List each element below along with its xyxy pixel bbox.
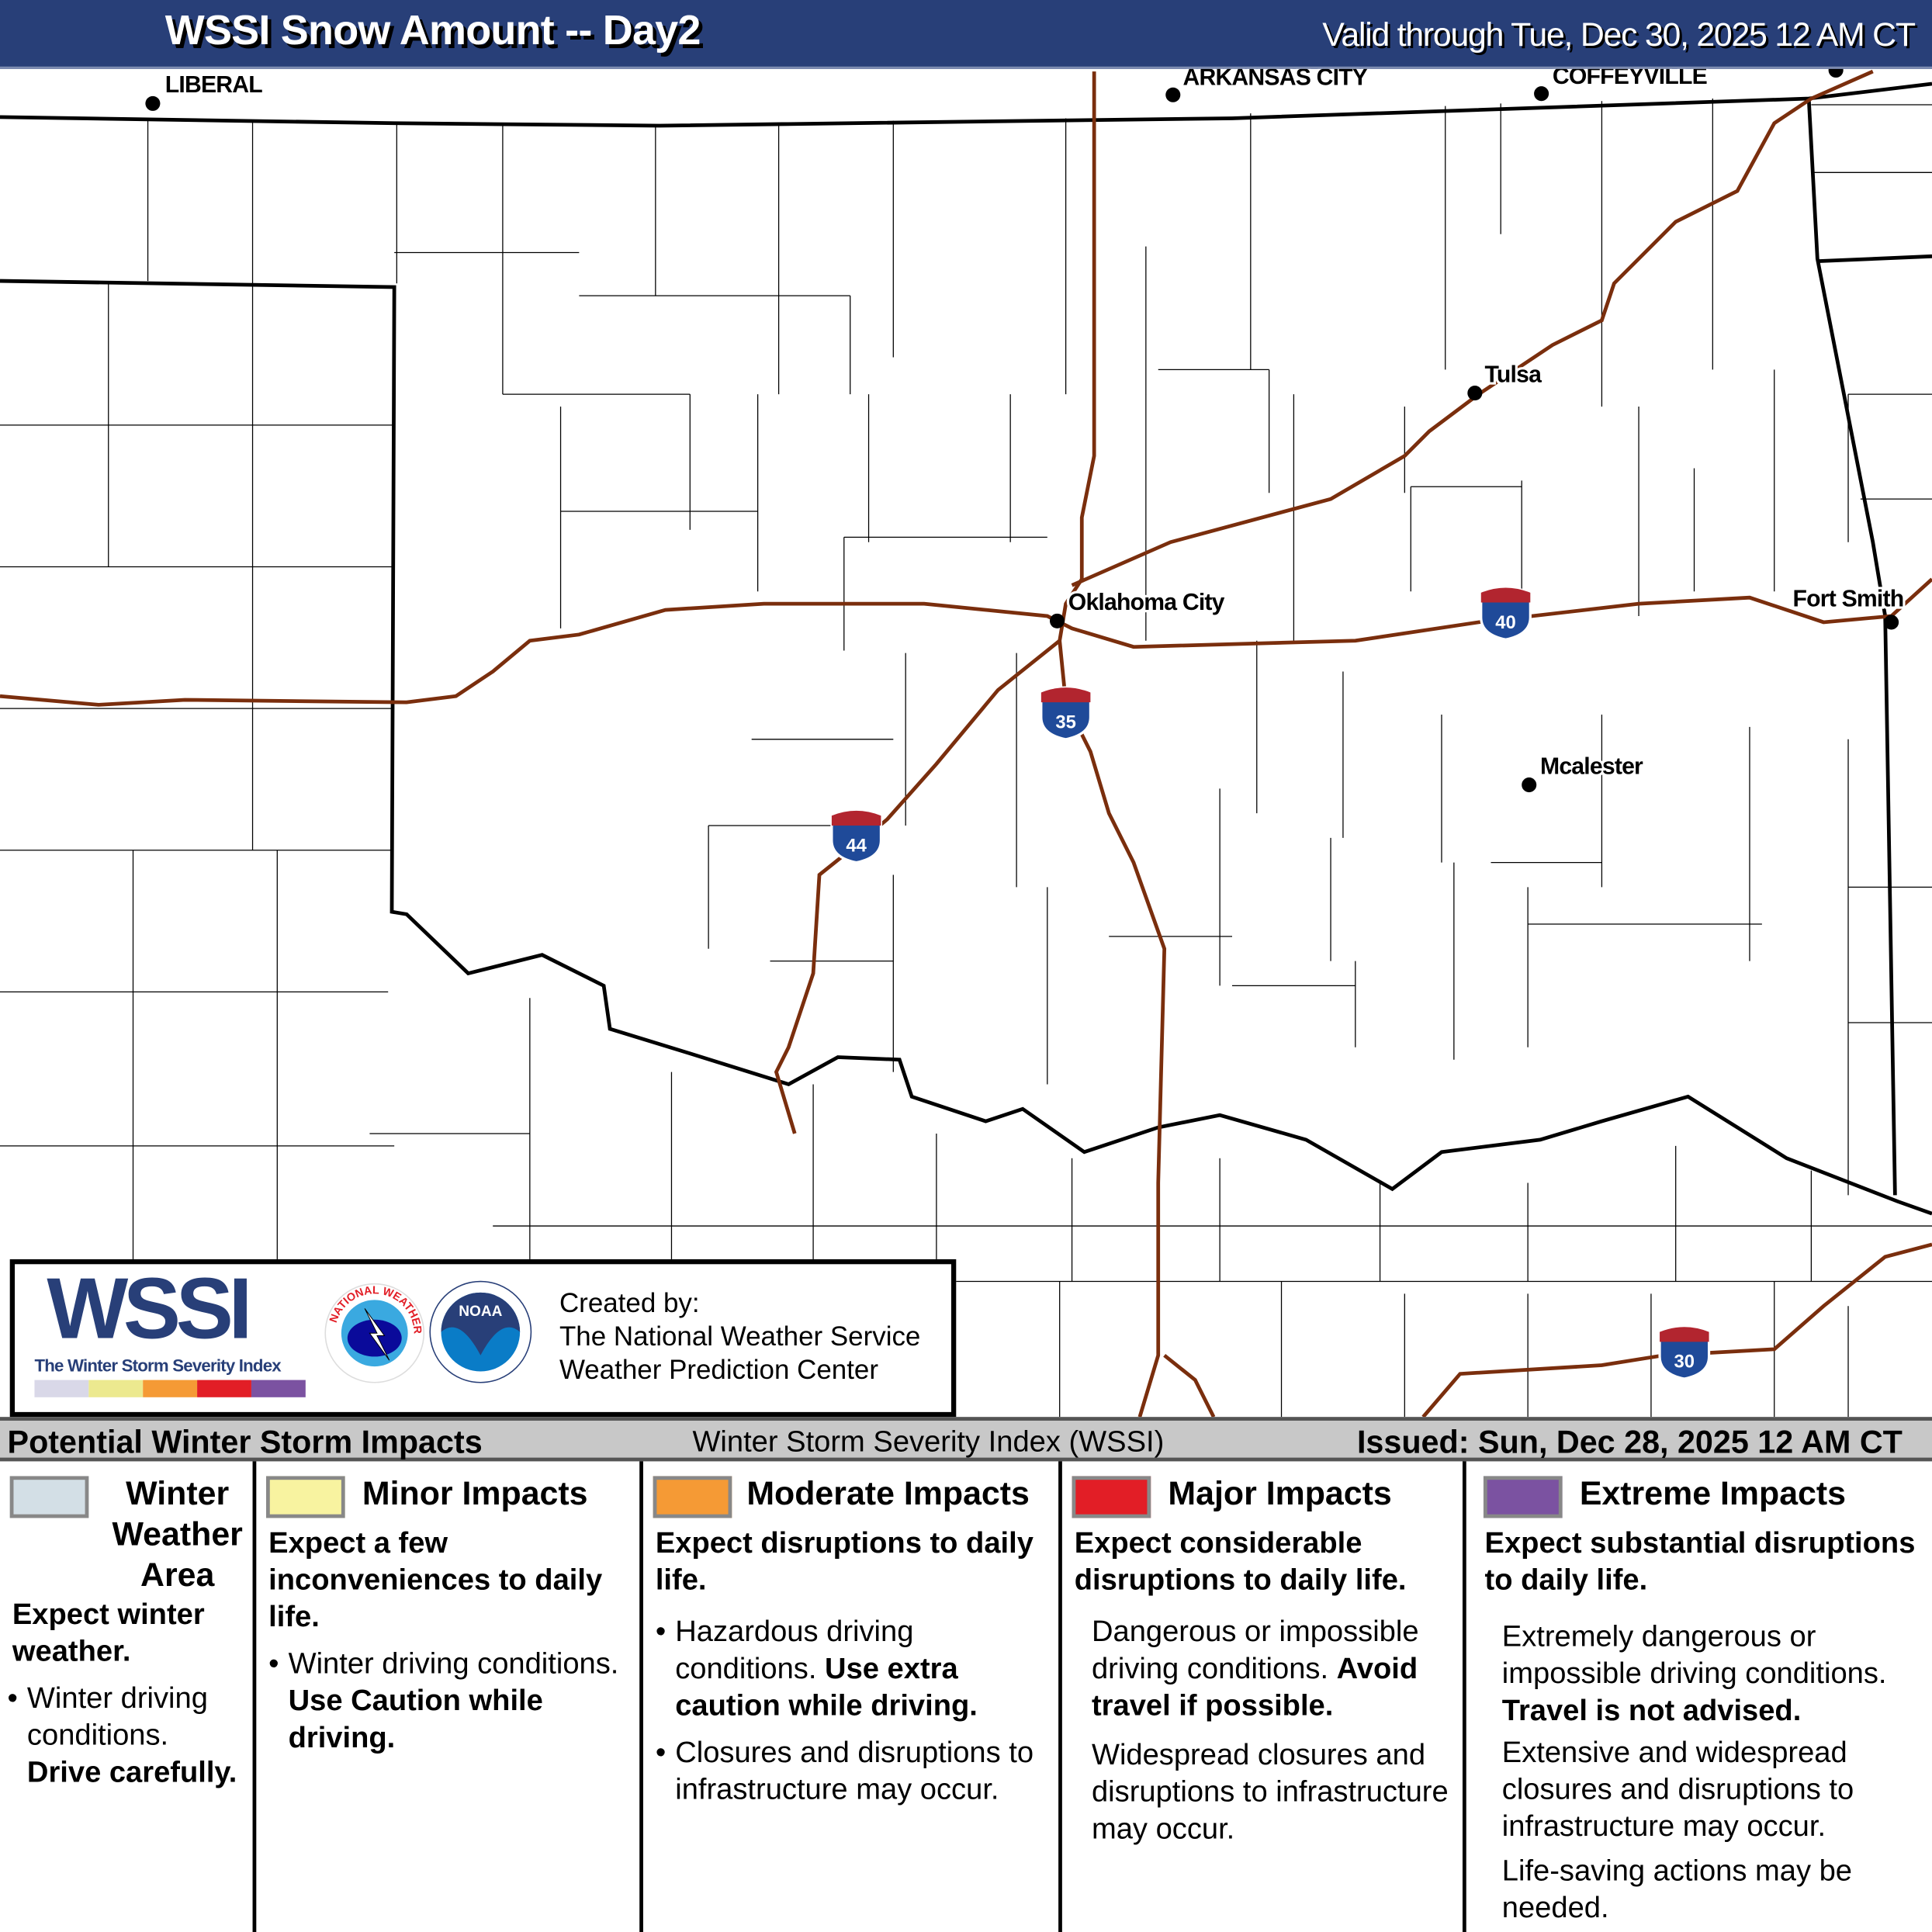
category-title: Winter Weather Area [112, 1474, 243, 1594]
bullet: Widespread closures and disruptions to i… [1091, 1738, 1449, 1846]
color-swatch [197, 1380, 251, 1397]
color-swatch [34, 1380, 89, 1397]
city-label-liberal: LIBERAL [165, 72, 262, 98]
category-summary: Expect winter weather. [12, 1598, 205, 1669]
color-swatch [1072, 1476, 1151, 1518]
color-swatch [88, 1380, 144, 1397]
interstate-30-shield: 30 [1658, 1325, 1711, 1380]
legend-major-impacts: Major Impacts Expect considerable disrup… [1062, 1461, 1466, 1932]
bullet: Life-saving actions may be needed. [1501, 1854, 1853, 1925]
color-swatch [1483, 1476, 1563, 1518]
category-title: Moderate Impacts [746, 1474, 1030, 1512]
interstate-shields: 40 35 44 30 [830, 586, 1711, 1380]
impacts-header: Potential Winter Storm Impacts Winter St… [0, 1417, 1932, 1462]
legend-winter-weather-area: Winter Weather Area Expect winter weathe… [0, 1461, 257, 1932]
svg-text:44: 44 [846, 835, 867, 856]
legend-extreme-impacts: Extreme Impacts Expect substantial disru… [1466, 1461, 1932, 1932]
legend-moderate-impacts: Moderate Impacts Expect disruptions to d… [643, 1461, 1062, 1932]
legend-minor-impacts: Minor Impacts Expect a few inconvenience… [256, 1461, 643, 1932]
color-swatch [266, 1476, 345, 1518]
svg-text:NOAA: NOAA [459, 1304, 502, 1320]
org-nws: The National Weather Service [559, 1321, 921, 1352]
impacts-title: Potential Winter Storm Impacts [7, 1423, 483, 1460]
nws-logo-icon: NATIONAL WEATHER SERVICE [323, 1282, 425, 1383]
city-dot [1165, 87, 1181, 102]
city-label-tulsa: Tulsa [1485, 362, 1542, 387]
highways [0, 69, 1932, 1418]
city-dot [1534, 86, 1549, 102]
city-label-oklahoma-city: Oklahoma City [1068, 590, 1225, 615]
wssi-subtitle: The Winter Storm Severity Index [34, 1355, 281, 1376]
city-dot [1522, 777, 1537, 793]
category-summary: Expect substantial disruptions to daily … [1484, 1526, 1916, 1598]
category-summary: Expect considerable disruptions to daily… [1074, 1526, 1407, 1598]
map-title: WSSI Snow Amount -- Day2 [164, 7, 701, 54]
color-swatch [9, 1476, 89, 1518]
bullet: Winter driving conditions.Drive carefull… [8, 1681, 254, 1792]
category-summary: Expect a few inconveniences to daily lif… [268, 1526, 603, 1634]
city-dot [1828, 68, 1844, 78]
city-dot [1049, 613, 1065, 628]
wssi-color-bar [34, 1380, 306, 1397]
interstate-35-shield: 35 [1040, 686, 1092, 741]
valid-time: Valid through Tue, Dec 30, 2025 12 AM CT [1322, 16, 1916, 54]
city-dot [145, 95, 161, 111]
svg-text:40: 40 [1495, 612, 1515, 633]
state-borders [0, 81, 1932, 1216]
interstate-44-shield: 44 [830, 809, 883, 864]
credits-text: Created by: The National Weather Service… [559, 1286, 920, 1387]
category-title: Minor Impacts [362, 1474, 588, 1512]
category-title: Major Impacts [1168, 1474, 1392, 1512]
noaa-logo-icon: NOAA [429, 1280, 532, 1383]
svg-text:30: 30 [1674, 1352, 1695, 1373]
bullet: Winter driving conditions. Use Caution w… [268, 1646, 638, 1757]
city-dot [1884, 615, 1899, 630]
issued-time: Issued: Sun, Dec 28, 2025 12 AM CT [1356, 1423, 1903, 1460]
bullet: Extensive and widespread closures and di… [1501, 1736, 1854, 1844]
city-dot [1467, 386, 1483, 401]
index-name: Winter Storm Severity Index (WSSI) [692, 1425, 1165, 1459]
created-by-label: Created by: [559, 1287, 700, 1319]
bullet: Extremely dangerous or impossible drivin… [1501, 1620, 1887, 1728]
county-lines [0, 99, 1932, 1418]
bullet: Closures and disruptions to infrastructu… [656, 1735, 1050, 1809]
org-wpc: Weather Prediction Center [559, 1354, 879, 1385]
category-title: Extreme Impacts [1579, 1474, 1847, 1512]
color-swatch [653, 1476, 732, 1518]
svg-text:35: 35 [1055, 712, 1075, 733]
city-markers: LIBERAL ARKANSAS CITY COFFEYVILLE Tulsa … [145, 68, 1906, 793]
header-bar: WSSI Snow Amount -- Day2 Valid through T… [0, 0, 1932, 69]
category-summary: Expect disruptions to daily life. [655, 1526, 1034, 1598]
credits-box: WSSI The Winter Storm Severity Index NAT… [9, 1259, 957, 1418]
color-swatch [251, 1380, 306, 1397]
city-label-fort-smith: Fort Smith [1793, 586, 1904, 611]
city-label-arkansas-city: ARKANSAS CITY [1182, 69, 1367, 91]
city-label-coffeyville: COFFEYVILLE [1553, 69, 1707, 89]
interstate-40-shield: 40 [1480, 586, 1532, 641]
bullet: Hazardous driving conditions. Use extra … [656, 1614, 1050, 1725]
city-label-mcalester: Mcalester [1540, 753, 1643, 779]
map: LIBERAL ARKANSAS CITY COFFEYVILLE Tulsa … [0, 68, 1932, 1418]
wssi-logo: WSSI [47, 1260, 252, 1357]
color-swatch [143, 1380, 198, 1397]
bullet: Dangerous or impossible driving conditio… [1091, 1615, 1419, 1723]
